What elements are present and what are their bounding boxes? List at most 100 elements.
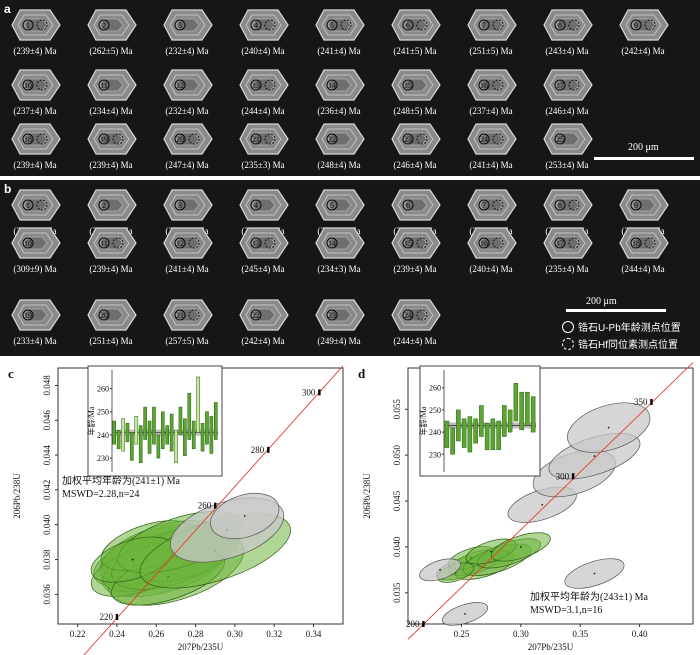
grain-age-label: (234±4) Ma: [89, 106, 133, 116]
zircon-grain: 2: [82, 6, 140, 44]
age-bar: [507, 409, 513, 433]
concordia-svg-d: 200 300 350 0.25 0.30 0.35 0.40 0.035 0.040 0.045…: [358, 362, 694, 652]
concordia-tick: [318, 389, 321, 396]
spot-number: 21: [252, 135, 260, 144]
grain-age-label: (237±4) Ma: [469, 106, 513, 116]
y-tick-label: 0.035: [392, 582, 402, 603]
grain-age-label: (244±4) Ma: [241, 106, 285, 116]
spot-number: 1: [26, 201, 30, 210]
y-axis-label: 206Pb/238U: [362, 473, 372, 519]
zircon-grain: 23: [310, 296, 368, 334]
ellipse-center: [439, 568, 441, 571]
zircon-grain: 2: [82, 186, 140, 224]
concordia-tick: [571, 473, 575, 480]
grain-age-label: (248±4) Ma: [317, 160, 361, 170]
grain-age-label: (241±4) Ma: [469, 160, 513, 170]
age-bar: [502, 405, 507, 437]
grain-age-label: (236±4) Ma: [317, 106, 361, 116]
spot-number: 4: [254, 21, 258, 30]
age-bar: [138, 425, 143, 463]
spot-number: 9: [634, 201, 638, 210]
legend-upb-label: 锆石U-Pb年龄测点位置: [578, 323, 681, 334]
age-bar: [196, 376, 200, 433]
grain-age-label: (243±4) Ma: [545, 46, 589, 56]
concordia-tick: [115, 614, 119, 621]
legend-hf-label: 锆石Hf同位素测点位置: [578, 340, 678, 351]
age-bar: [213, 402, 218, 440]
zircon-grain: 4: [234, 186, 292, 224]
legend-hf: 锆石Hf同位素测点位置: [562, 336, 678, 351]
zircon-grain: 25: [538, 120, 596, 158]
zircon-grain: 3: [158, 6, 216, 44]
concordia-line: [407, 362, 694, 640]
grain-age-label: (247±4) Ma: [165, 160, 209, 170]
age-bar: [187, 392, 192, 440]
spot-number: 20: [100, 311, 108, 320]
spot-number: 19: [100, 135, 108, 144]
spot-number: 23: [404, 135, 412, 144]
age-bar: [444, 420, 450, 448]
zircon-grain: 12: [158, 66, 216, 104]
grain-age-label: (249±4) Ma: [317, 336, 361, 346]
spot-number: 23: [328, 311, 336, 320]
grain-age-label: (246±4) Ma: [393, 160, 437, 170]
grain-age-label: (235±3) Ma: [241, 160, 285, 170]
age-bar: [473, 418, 478, 444]
spot-number: 13: [252, 239, 260, 248]
grain-age-label: (246±4) Ma: [545, 106, 589, 116]
legend-upb: 锆石U-Pb年龄测点位置: [562, 319, 681, 334]
age-bar: [116, 430, 121, 450]
zircon-grain: 1: [6, 186, 64, 224]
age-bar: [525, 391, 530, 426]
spot-number: 2: [102, 21, 106, 30]
grain-age-label: (234±3) Ma: [317, 264, 361, 274]
age-bar: [130, 432, 134, 461]
age-bar: [490, 418, 496, 451]
inset-y-tick-label: 260: [97, 385, 109, 394]
spot-number: 20: [176, 135, 184, 144]
inset-y-tick-label: 250: [429, 406, 441, 415]
spot-number: 8: [558, 201, 562, 210]
grain-age-label: (235±4) Ma: [545, 264, 589, 274]
zircon-grain: 9: [614, 6, 672, 44]
age-bar: [530, 396, 536, 433]
ellipse-center: [490, 550, 493, 553]
zircon-grain: 14: [310, 66, 368, 104]
grain-age-label: (240±4) Ma: [241, 46, 285, 56]
concordia-age-label: 300: [556, 471, 570, 481]
ellipse-center: [541, 503, 544, 506]
zircon-grain: 19: [82, 120, 140, 158]
inset-y-label: 年龄/Ma: [86, 406, 96, 435]
mean-age-annotation: MSWD=3.1,n=16: [530, 605, 602, 616]
x-tick-label: 0.30: [227, 629, 243, 639]
grain-age-label: (239±4) Ma: [13, 160, 57, 170]
spot-number: 12: [176, 239, 184, 248]
inset-y-tick-label: 250: [97, 408, 109, 417]
inset-y-label: 年龄/Ma: [418, 406, 428, 435]
age-bar: [169, 413, 174, 452]
grain-age-label: (251±4) Ma: [89, 336, 133, 346]
y-tick-label: 0.055: [392, 399, 402, 420]
zircon-grain: 7: [462, 6, 520, 44]
zircon-grain: 12: [158, 224, 216, 262]
spot-number: 14: [328, 239, 336, 248]
grain-age-label: (244±4) Ma: [393, 336, 437, 346]
zircon-grain: 16: [462, 66, 520, 104]
mean-age-annotation: 加权平均年龄为(243±1) Ma: [530, 590, 649, 603]
zircon-grain: 6: [386, 6, 444, 44]
y-tick-label: 0.040: [42, 514, 52, 535]
inset-y-tick-label: 260: [429, 384, 441, 393]
scale-bar-label: 200 μm: [586, 296, 617, 307]
spot-number: 24: [404, 311, 412, 320]
age-bar: [178, 406, 183, 436]
spot-number: 18: [24, 135, 32, 144]
x-tick-label: 0.28: [188, 629, 204, 639]
grain-age-label: (240±4) Ma: [469, 264, 513, 274]
age-bar: [147, 420, 152, 454]
grain-age-label: (233±4) Ma: [13, 336, 57, 346]
scale-bar: [594, 157, 694, 160]
grain-age-label: (242±4) Ma: [241, 336, 285, 346]
grain-age-label: (241±5) Ma: [393, 46, 437, 56]
spot-number: 17: [556, 81, 564, 90]
